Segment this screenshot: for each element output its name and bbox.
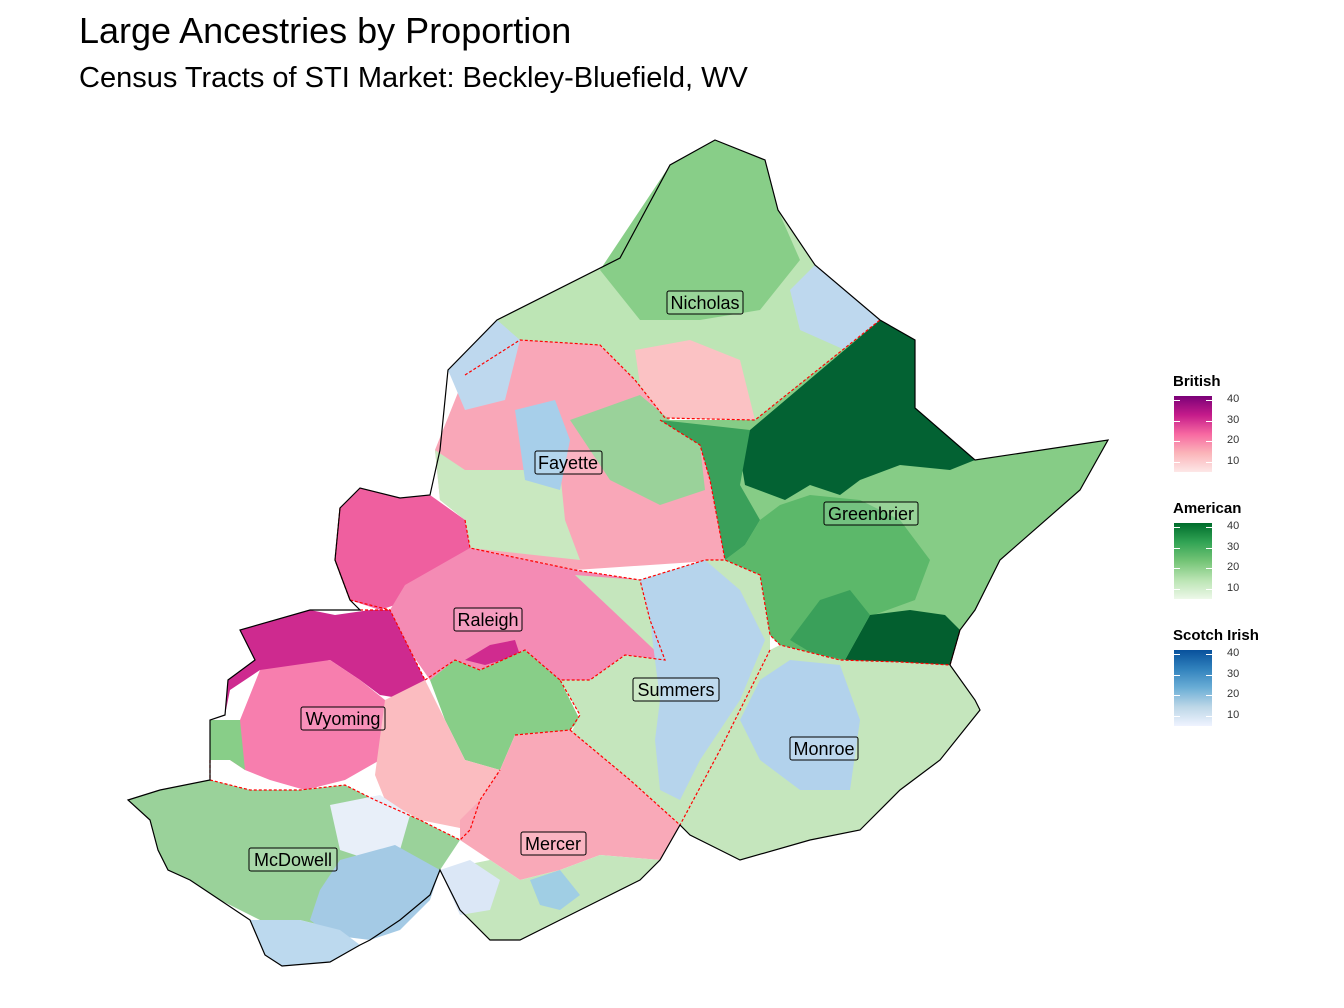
svg-text:Monroe: Monroe — [793, 739, 854, 759]
county-label-wyoming: Wyoming — [300, 706, 386, 731]
legend-body: 40 30 20 10 — [1173, 394, 1239, 474]
tract-region — [310, 845, 440, 940]
tract-region — [430, 650, 580, 770]
svg-text:Raleigh: Raleigh — [457, 610, 518, 630]
legend-body: 40 30 20 10 — [1173, 520, 1241, 601]
county-label-summers: Summers — [632, 677, 720, 702]
legend-british: British 40 30 20 10 — [1173, 373, 1239, 474]
legend-tick: 20 — [1227, 688, 1240, 701]
tract-region — [530, 870, 580, 910]
legend-scotch-irish: Scotch Irish 40 30 20 10 — [1173, 627, 1259, 728]
legend-tick: 20 — [1227, 561, 1240, 574]
tract-region — [635, 340, 755, 420]
county-border — [209, 760, 501, 841]
county-label-raleigh: Raleigh — [453, 607, 523, 632]
county-label-greenbrier: Greenbrier — [823, 501, 919, 526]
legend-tick: 30 — [1227, 413, 1240, 426]
legend-title: American — [1173, 500, 1242, 517]
legend-tick: 20 — [1227, 434, 1240, 447]
svg-text:McDowell: McDowell — [254, 850, 332, 870]
county-border — [569, 729, 681, 826]
county-label-monroe: Monroe — [789, 736, 859, 761]
legend-tick: 10 — [1227, 454, 1240, 467]
county-border — [659, 419, 726, 561]
legend-title: British — [1173, 373, 1221, 390]
tract-region — [845, 610, 960, 670]
county-border — [464, 319, 881, 421]
tract-region — [740, 660, 860, 790]
county-label-mercer: Mercer — [520, 831, 587, 856]
county-label-nicholas: Nicholas — [666, 290, 744, 315]
legend-tick: 40 — [1227, 647, 1240, 660]
tract-region — [740, 320, 975, 500]
tract-region — [250, 920, 360, 966]
legend-tick: 10 — [1227, 708, 1240, 721]
county-border — [464, 519, 961, 666]
legend-tick: 10 — [1227, 581, 1240, 594]
tract-region — [660, 420, 760, 560]
svg-text:Fayette: Fayette — [538, 453, 598, 473]
tract-region — [460, 730, 680, 880]
county-border — [334, 507, 426, 681]
legend-title: Scotch Irish — [1173, 627, 1259, 644]
legend-body: 40 30 20 10 — [1173, 647, 1259, 728]
legend-tick: 40 — [1227, 393, 1240, 406]
county-label-fayette: Fayette — [534, 450, 603, 475]
market-outline — [126, 139, 1110, 967]
tract-region — [600, 140, 800, 320]
legend-colorbar — [1174, 396, 1212, 472]
svg-text:Nicholas: Nicholas — [670, 293, 739, 313]
svg-text:Greenbrier: Greenbrier — [828, 504, 914, 524]
tract-region — [375, 680, 500, 830]
tract-region — [210, 720, 245, 770]
legend-tick: 30 — [1227, 667, 1240, 680]
svg-text:Mercer: Mercer — [525, 834, 581, 854]
tract-fills — [128, 140, 1108, 966]
tract-region — [515, 400, 570, 490]
legend-tick: 40 — [1227, 520, 1240, 533]
county-labels: Nicholas Fayette Greenbrier Raleigh Summ… — [248, 290, 919, 872]
tract-region — [330, 795, 410, 860]
tract-region — [790, 265, 880, 350]
tract-region — [225, 610, 425, 715]
tract-region — [448, 320, 520, 410]
legend-american: American 40 30 20 10 — [1173, 500, 1241, 601]
tract-region — [790, 590, 870, 660]
county-borders — [209, 319, 961, 841]
legend-colorbar — [1174, 523, 1212, 599]
legend-tick: 30 — [1227, 540, 1240, 553]
tract-region — [725, 495, 930, 660]
legend-colorbar — [1174, 650, 1212, 726]
county-border — [514, 679, 581, 736]
tract-region — [640, 560, 765, 800]
county-label-mcdowell: McDowell — [248, 847, 338, 872]
svg-text:Wyoming: Wyoming — [306, 709, 381, 729]
map-title: Large Ancestries by Proportion — [79, 10, 572, 51]
svg-text:Summers: Summers — [637, 680, 714, 700]
tract-region — [230, 660, 395, 790]
map-subtitle: Census Tracts of STI Market: Beckley-Blu… — [79, 62, 748, 94]
county-border — [679, 649, 771, 826]
